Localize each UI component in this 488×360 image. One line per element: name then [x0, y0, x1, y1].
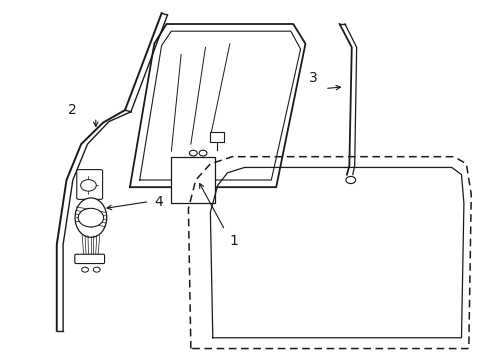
Circle shape — [78, 208, 103, 227]
Circle shape — [199, 150, 206, 156]
Circle shape — [81, 180, 96, 191]
Text: 2: 2 — [67, 103, 76, 117]
Circle shape — [189, 150, 197, 156]
Circle shape — [345, 176, 355, 184]
Bar — [171, 157, 215, 203]
Circle shape — [81, 267, 88, 272]
Text: 1: 1 — [229, 234, 238, 248]
Circle shape — [93, 267, 100, 272]
FancyBboxPatch shape — [77, 170, 102, 199]
Text: 4: 4 — [154, 194, 163, 208]
Ellipse shape — [75, 198, 106, 237]
Bar — [210, 132, 224, 142]
FancyBboxPatch shape — [75, 254, 104, 264]
Text: 3: 3 — [308, 71, 317, 85]
